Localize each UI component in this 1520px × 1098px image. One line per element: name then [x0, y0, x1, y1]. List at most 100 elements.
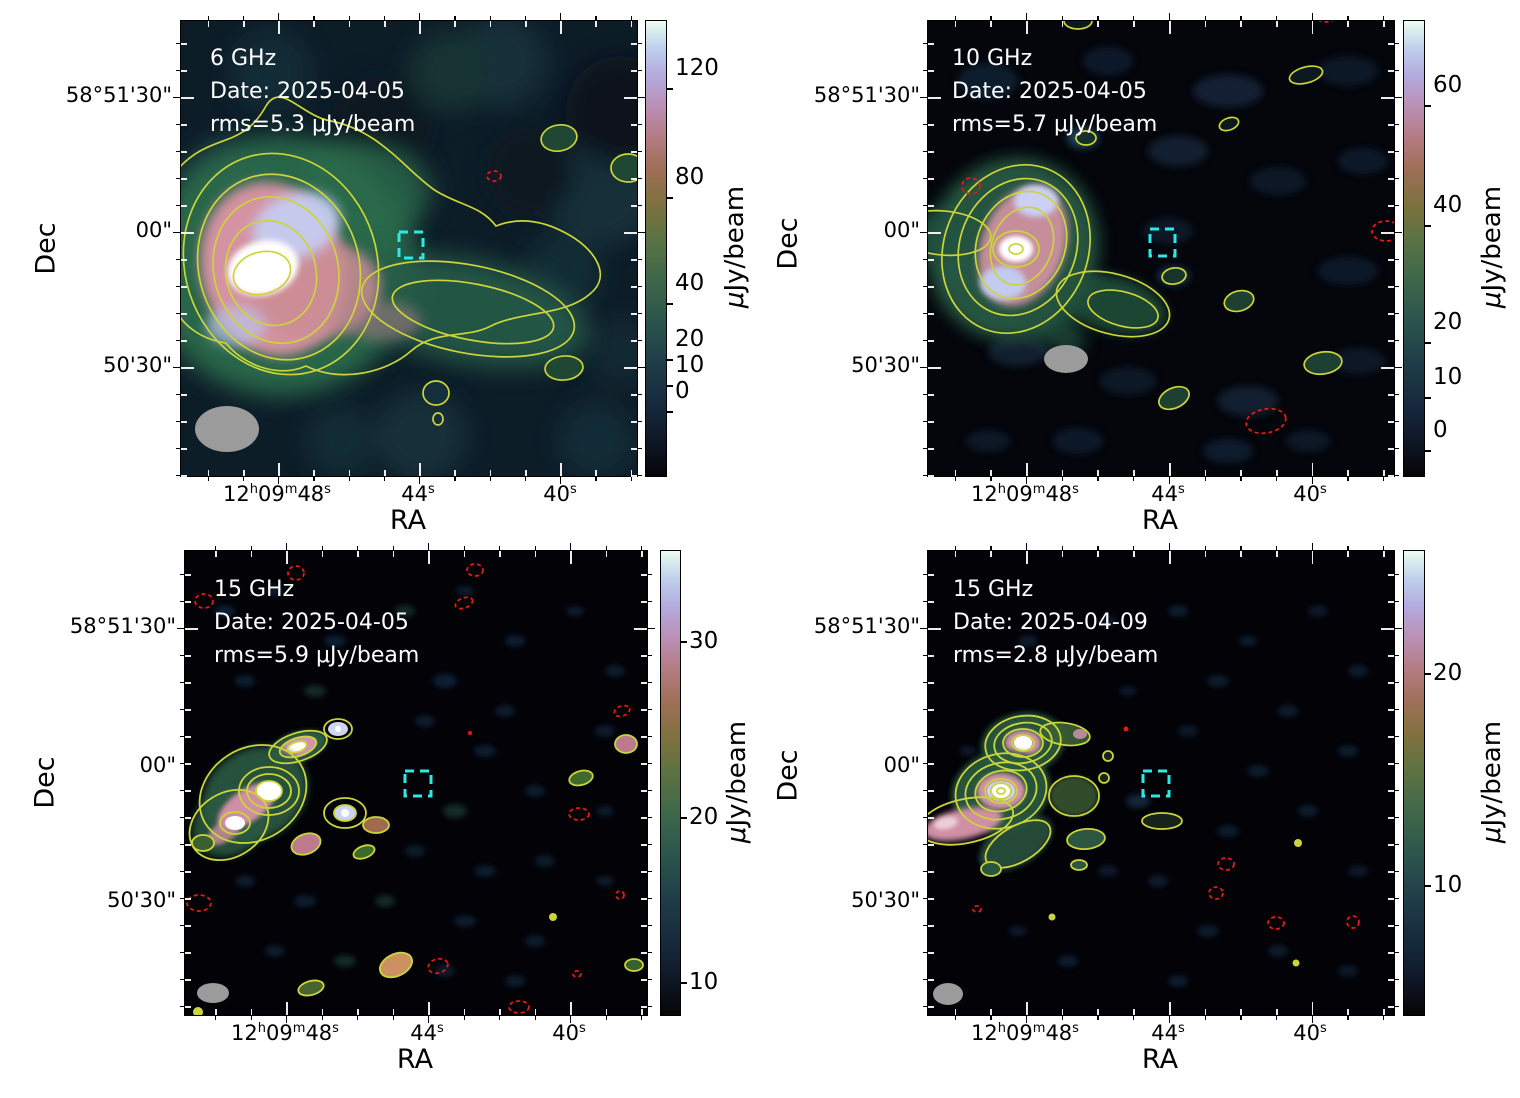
y-tick-label: 50'30"	[851, 888, 920, 912]
axis-tick	[392, 546, 394, 551]
axis-tick	[185, 682, 191, 684]
axis-tick	[524, 470, 527, 476]
axis-tick	[928, 70, 934, 72]
axis-tick	[928, 205, 934, 207]
axis-tick	[499, 1009, 501, 1015]
rms-label: rms=5.7 μJy/beam	[952, 112, 1158, 137]
axis-tick	[631, 448, 637, 450]
axis-tick	[637, 43, 642, 45]
frequency-label: 15 GHz	[953, 577, 1034, 602]
axis-tick	[1347, 1009, 1350, 1015]
axis-tick	[1388, 979, 1394, 981]
axis-tick	[181, 124, 187, 126]
axis-tick	[180, 655, 185, 657]
axis-tick	[631, 340, 637, 342]
axis-tick	[242, 470, 245, 476]
axis-tick	[637, 70, 642, 72]
axis-tick	[923, 682, 928, 684]
axis-tick	[637, 259, 642, 261]
axis-tick	[181, 43, 187, 45]
axis-tick	[454, 16, 456, 21]
axis-tick	[313, 476, 315, 481]
axis-tick	[570, 1002, 572, 1015]
axis-tick	[637, 151, 642, 153]
axis-tick	[923, 286, 928, 288]
axis-tick	[647, 817, 652, 819]
axis-tick	[286, 551, 288, 564]
axis-tick	[180, 898, 185, 900]
axis-tick	[637, 475, 642, 477]
axis-tick	[1133, 470, 1135, 476]
x-tick-label: 44s	[1151, 482, 1185, 506]
axis-tick	[1204, 16, 1206, 21]
colorbar-unit-label: μJy/beam	[719, 137, 751, 357]
axis-tick	[641, 655, 647, 657]
axis-tick	[595, 476, 597, 481]
axis-tick	[278, 463, 280, 476]
colorbar-unit-label: μJy/beam	[721, 672, 753, 892]
axis-tick	[631, 394, 637, 396]
axis-tick	[647, 655, 652, 657]
axis-tick	[499, 551, 501, 557]
noise-speckles	[215, 586, 625, 987]
axis-tick	[348, 476, 350, 481]
axis-tick	[1394, 952, 1399, 954]
axis-tick	[1388, 43, 1394, 45]
axis-tick	[631, 124, 637, 126]
negative-contours	[486, 170, 502, 182]
axis-tick	[954, 546, 956, 551]
axis-tick	[419, 21, 421, 34]
axis-tick	[923, 898, 928, 900]
axis-tick	[595, 470, 598, 476]
axis-tick	[180, 1006, 185, 1008]
axis-tick	[923, 709, 928, 711]
map-panel-15ghz-0405	[177, 543, 655, 1023]
axis-tick	[1394, 790, 1399, 792]
axis-tick	[185, 898, 191, 900]
axis-tick	[1394, 736, 1399, 738]
mu-symbol: μ	[1477, 291, 1507, 309]
axis-tick	[1168, 551, 1171, 564]
axis-tick	[1097, 1009, 1100, 1015]
positive-contours	[181, 96, 602, 376]
axis-tick	[1394, 43, 1399, 45]
axis-tick	[641, 898, 647, 900]
colorbar-tick-label: 20	[1433, 309, 1463, 335]
axis-tick	[928, 151, 934, 153]
axis-tick	[321, 551, 324, 557]
axis-tick	[185, 844, 191, 846]
axis-tick	[1388, 124, 1394, 126]
axis-tick	[1394, 475, 1399, 477]
axis-tick	[1394, 178, 1399, 180]
axis-tick	[181, 286, 187, 288]
axis-tick	[1061, 1009, 1064, 1015]
axis-tick	[605, 546, 607, 551]
axis-tick	[923, 151, 928, 153]
frequency-label: 10 GHz	[952, 46, 1033, 71]
colorbar-tick-label: 80	[675, 164, 705, 190]
date-label: Date: 2025-04-09	[953, 610, 1148, 635]
axis-tick	[928, 952, 934, 954]
axis-tick	[920, 628, 928, 630]
ra-axis-label: RA	[1141, 505, 1179, 536]
axis-tick	[176, 205, 181, 207]
axis-tick	[631, 259, 637, 261]
axis-tick	[641, 1015, 643, 1020]
y-tick-label: 58°51'30"	[813, 614, 920, 638]
axis-tick	[180, 844, 185, 846]
axis-tick	[489, 476, 491, 481]
axis-tick	[570, 551, 572, 564]
negative-contours	[972, 726, 1360, 930]
axis-tick	[923, 574, 928, 576]
axis-tick	[1061, 470, 1064, 476]
axis-tick	[605, 1015, 607, 1020]
axis-tick	[1240, 470, 1242, 476]
x-tick-label: 12h09m48s	[231, 1021, 339, 1045]
axis-tick	[647, 871, 652, 873]
axis-tick	[647, 844, 652, 846]
axis-tick	[637, 340, 642, 342]
axis-tick	[185, 763, 191, 765]
axis-tick	[641, 790, 647, 792]
axis-tick	[177, 628, 185, 630]
axis-tick	[1240, 1015, 1242, 1020]
